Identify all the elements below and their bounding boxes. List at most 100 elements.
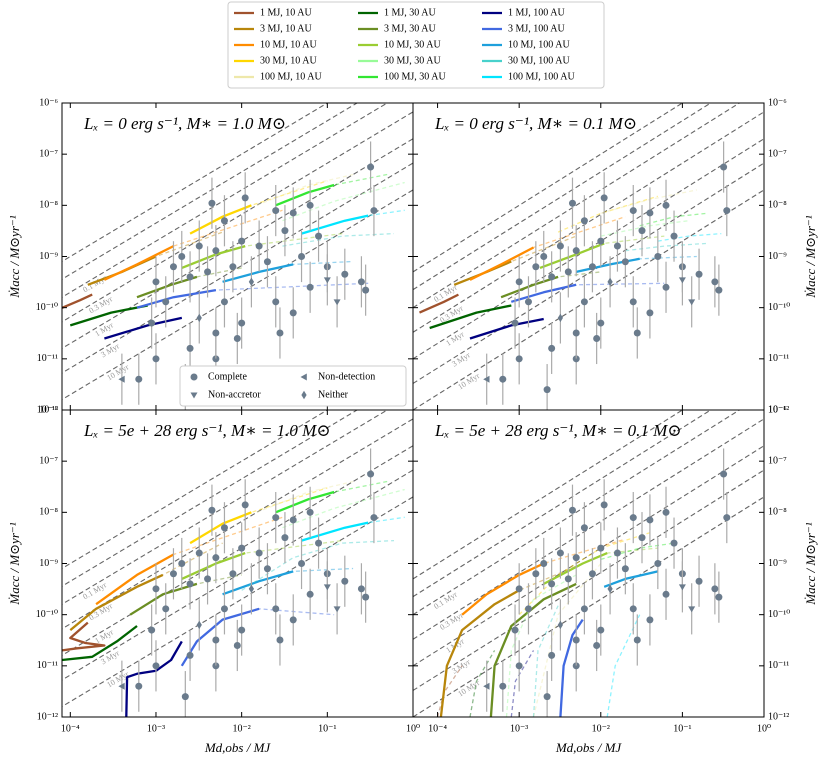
marker-complete bbox=[367, 470, 375, 478]
marker-complete bbox=[152, 355, 160, 363]
panel-title: Lₓ = 5e + 28 erg s⁻¹, M∗ = 1.0 M⊙ bbox=[83, 421, 331, 440]
marker-neither bbox=[557, 313, 564, 323]
marker-complete bbox=[629, 207, 637, 215]
marker-complete bbox=[572, 554, 580, 562]
panel-background bbox=[413, 410, 764, 717]
track-faded bbox=[510, 650, 535, 717]
y-tick-label: 10⁻⁸ bbox=[39, 507, 58, 518]
legend-label: 30 MJ, 100 AU bbox=[508, 55, 570, 66]
marker-neither bbox=[196, 313, 202, 323]
marker-complete bbox=[532, 570, 540, 578]
marker-complete bbox=[220, 605, 228, 613]
track-faded bbox=[532, 605, 559, 717]
track-solid bbox=[103, 245, 175, 281]
marker-complete bbox=[572, 636, 580, 644]
legend-label: 3 MJ, 30 AU bbox=[384, 23, 436, 34]
marker-complete bbox=[220, 217, 228, 225]
marker-complete bbox=[629, 605, 637, 613]
track-solid bbox=[104, 316, 183, 340]
marker-complete bbox=[540, 253, 548, 260]
isochrone bbox=[413, 410, 712, 598]
track-solid bbox=[222, 263, 294, 283]
y-tick-label: 10⁻⁶ bbox=[768, 97, 787, 108]
marker-complete bbox=[580, 605, 588, 613]
legend-label: 10 MJ, 10 AU bbox=[260, 39, 317, 50]
marker-complete bbox=[597, 237, 605, 245]
track-solid bbox=[489, 582, 577, 717]
marker-non-detection bbox=[483, 375, 490, 383]
legend-label: 30 MJ, 10 AU bbox=[260, 55, 317, 66]
track-faded bbox=[518, 532, 651, 616]
marker-complete bbox=[662, 283, 670, 291]
x-tick-label: 10⁻³ bbox=[147, 723, 165, 734]
y-tick-label: 10⁻¹¹ bbox=[37, 660, 58, 671]
marker-complete bbox=[638, 227, 646, 235]
isochrone bbox=[413, 469, 764, 691]
marker-complete bbox=[548, 344, 556, 352]
marker-complete bbox=[511, 626, 519, 634]
marker-complete bbox=[289, 616, 297, 624]
track-solid bbox=[62, 293, 93, 310]
marker-complete bbox=[543, 693, 551, 701]
marker-complete bbox=[212, 247, 220, 255]
marker-complete bbox=[540, 560, 548, 567]
track-faded bbox=[256, 480, 354, 513]
y-tick-label: 10⁻⁷ bbox=[768, 455, 787, 466]
marker-complete bbox=[281, 534, 289, 542]
track-solid bbox=[510, 283, 577, 303]
marker-complete bbox=[511, 319, 519, 327]
legend-box bbox=[227, 1, 605, 89]
marker-complete bbox=[263, 565, 271, 573]
track-solid bbox=[461, 562, 545, 616]
y-axis-label: Ṁacc / M⊙yr⁻¹ bbox=[7, 215, 22, 298]
marker-complete bbox=[515, 278, 523, 286]
marker-complete bbox=[564, 575, 572, 583]
marker-complete bbox=[720, 470, 728, 478]
track-solid bbox=[559, 618, 584, 717]
y-tick-label: 10⁻⁶ bbox=[768, 404, 787, 415]
legend-label: 3 MJ, 100 AU bbox=[508, 23, 565, 34]
x-tick-label: 10⁻² bbox=[592, 723, 610, 734]
marker-complete bbox=[638, 534, 646, 542]
marker-complete bbox=[499, 375, 507, 383]
track-solid bbox=[275, 490, 335, 514]
marker-complete bbox=[148, 319, 156, 327]
marker-complete bbox=[306, 508, 314, 516]
isochrone bbox=[413, 445, 764, 667]
x-tick-label: 10⁻⁴ bbox=[428, 723, 447, 734]
track-solid bbox=[222, 570, 294, 596]
x-tick-label: 10⁻² bbox=[233, 723, 251, 734]
marker-complete bbox=[711, 585, 719, 593]
isochrone bbox=[413, 103, 741, 309]
marker-complete bbox=[621, 565, 629, 573]
marker-complete bbox=[662, 201, 670, 209]
marker-complete bbox=[152, 662, 160, 670]
marker-complete bbox=[715, 286, 723, 294]
x-axis-label: Md,obs / MJ bbox=[555, 740, 623, 755]
track-solid bbox=[543, 552, 608, 585]
marker-complete bbox=[597, 626, 605, 634]
x-tick-label: 10⁰ bbox=[406, 723, 420, 734]
marker-complete bbox=[220, 524, 228, 532]
marker-complete bbox=[532, 263, 540, 271]
marker-non-detection bbox=[483, 682, 490, 690]
marker-complete bbox=[633, 329, 641, 337]
marker-complete bbox=[593, 334, 601, 342]
marker-complete bbox=[186, 651, 194, 659]
legend-label: 1 MJ, 10 AU bbox=[260, 7, 312, 18]
marker-complete bbox=[152, 585, 160, 593]
marker-neither bbox=[301, 390, 307, 400]
marker-complete bbox=[281, 227, 289, 235]
isochrone bbox=[413, 162, 764, 384]
marker-complete bbox=[580, 298, 588, 306]
legend-label: 30 MJ, 30 AU bbox=[384, 55, 441, 66]
marker-complete bbox=[238, 319, 246, 327]
y-tick-label: 10⁻⁷ bbox=[768, 148, 787, 159]
track-solid bbox=[129, 582, 198, 616]
marker-complete bbox=[152, 278, 160, 286]
marker-complete bbox=[241, 194, 249, 202]
marker-complete bbox=[208, 199, 216, 207]
marker-complete bbox=[568, 199, 576, 207]
marker-complete bbox=[515, 585, 523, 593]
